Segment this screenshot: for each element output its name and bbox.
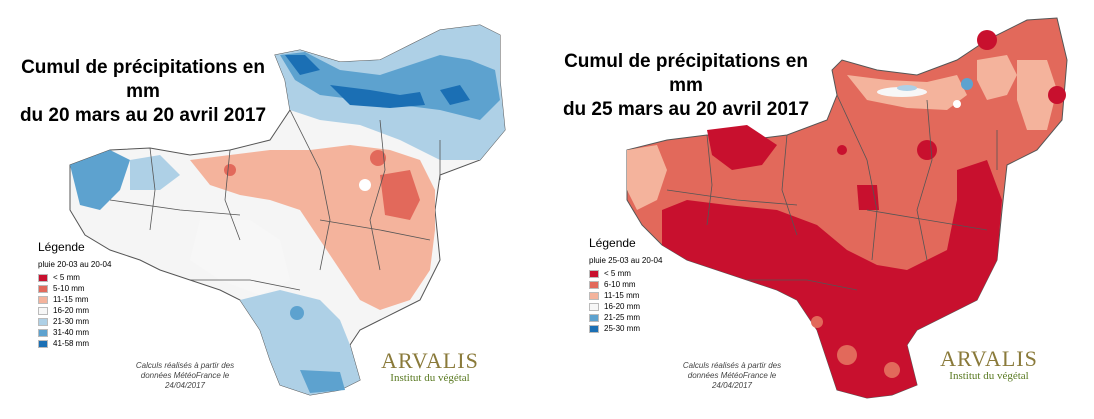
- legend-item: 31-40 mm: [38, 327, 111, 338]
- calc-note-line: données MétéoFrance le: [687, 371, 777, 380]
- legend-item: < 5 mm: [38, 272, 111, 283]
- arvalis-logo: ARVALIS Institut du végétal: [939, 346, 1039, 382]
- legend: Légende pluie 25-03 au 20-04 < 5 mm 6-10…: [589, 236, 662, 334]
- calculation-note: Calculs réalisés à partir des données Mé…: [120, 361, 250, 391]
- logo-subtitle: Institut du végétal: [390, 372, 470, 384]
- legend-swatch: [38, 339, 48, 348]
- calc-note-line: 24/04/2017: [164, 381, 206, 390]
- legend-label: < 5 mm: [53, 273, 80, 282]
- legend-label: 16-20 mm: [604, 302, 641, 311]
- legend-swatch: [38, 306, 48, 315]
- legend-label: 6-10 mm: [604, 280, 636, 289]
- calculation-note: Calculs réalisés à partir des données Mé…: [667, 361, 797, 391]
- map-title-line1: Cumul de précipitations en mm: [564, 51, 808, 96]
- legend-swatch: [589, 269, 599, 278]
- legend-title: Légende: [38, 240, 85, 254]
- legend-item: 11-15 mm: [589, 290, 662, 301]
- legend-swatch: [38, 328, 48, 337]
- legend-swatch: [589, 291, 599, 300]
- legend-item: 41-58 mm: [38, 338, 111, 349]
- legend-swatch: [589, 280, 599, 289]
- legend-item: 21-30 mm: [38, 316, 111, 327]
- legend-item: 11-15 mm: [38, 294, 111, 305]
- calc-note-line: Calculs réalisés à partir des: [135, 361, 235, 370]
- legend-label: 21-25 mm: [604, 313, 641, 322]
- legend-label: 11-15 mm: [604, 291, 640, 300]
- legend-swatch: [589, 302, 599, 311]
- legend-subtitle: pluie 20-03 au 20-04: [38, 260, 112, 269]
- legend-swatch: [38, 284, 48, 293]
- legend-swatch: [38, 273, 48, 282]
- legend-swatch: [589, 324, 599, 333]
- logo-name: ARVALIS: [940, 346, 1038, 371]
- map-title: Cumul de précipitations en mm du 20 mars…: [12, 56, 274, 128]
- map-title-line2: du 25 mars au 20 avril 2017: [562, 99, 810, 120]
- rainfall-map-panel-march25: Cumul de précipitations en mm du 25 mars…: [547, 0, 1094, 419]
- map-title-line1: Cumul de précipitations en mm: [21, 57, 265, 102]
- map-title: Cumul de précipitations en mm du 25 mars…: [555, 50, 817, 122]
- legend-swatch: [589, 313, 599, 322]
- legend-label: 25-30 mm: [604, 324, 641, 333]
- legend-title: Légende: [589, 236, 636, 250]
- logo-name: ARVALIS: [381, 348, 479, 373]
- legend-swatch: [38, 317, 48, 326]
- legend-label: 11-15 mm: [53, 295, 89, 304]
- legend-label: 31-40 mm: [53, 328, 90, 337]
- legend-label: 21-30 mm: [53, 317, 90, 326]
- legend-item: 16-20 mm: [38, 305, 111, 316]
- legend-item: 25-30 mm: [589, 323, 662, 334]
- legend-item: 6-10 mm: [589, 279, 662, 290]
- calc-note-line: 24/04/2017: [711, 381, 753, 390]
- legend-label: 41-58 mm: [53, 339, 90, 348]
- legend-label: 5-10 mm: [53, 284, 85, 293]
- legend-item: 21-25 mm: [589, 312, 662, 323]
- legend-subtitle: pluie 25-03 au 20-04: [589, 256, 663, 265]
- calc-note-line: Calculs réalisés à partir des: [682, 361, 782, 370]
- map-title-line2: du 20 mars au 20 avril 2017: [19, 105, 267, 126]
- legend-item: < 5 mm: [589, 268, 662, 279]
- legend-label: 16-20 mm: [53, 306, 90, 315]
- rainfall-map-march20: [69, 24, 506, 396]
- legend-swatch: [38, 295, 48, 304]
- rainfall-map-panel-march20: Cumul de précipitations en mm du 20 mars…: [12, 24, 506, 396]
- legend: Légende pluie 20-03 au 20-04 < 5 mm 5-10…: [38, 240, 111, 349]
- rainfall-map-march25: [626, 17, 1068, 399]
- arvalis-logo: ARVALIS Institut du végétal: [380, 348, 480, 384]
- legend-item: 16-20 mm: [589, 301, 662, 312]
- legend-label: < 5 mm: [604, 269, 631, 278]
- calc-note-line: données MétéoFrance le: [140, 371, 230, 380]
- logo-subtitle: Institut du végétal: [949, 370, 1029, 382]
- legend-item: 5-10 mm: [38, 283, 111, 294]
